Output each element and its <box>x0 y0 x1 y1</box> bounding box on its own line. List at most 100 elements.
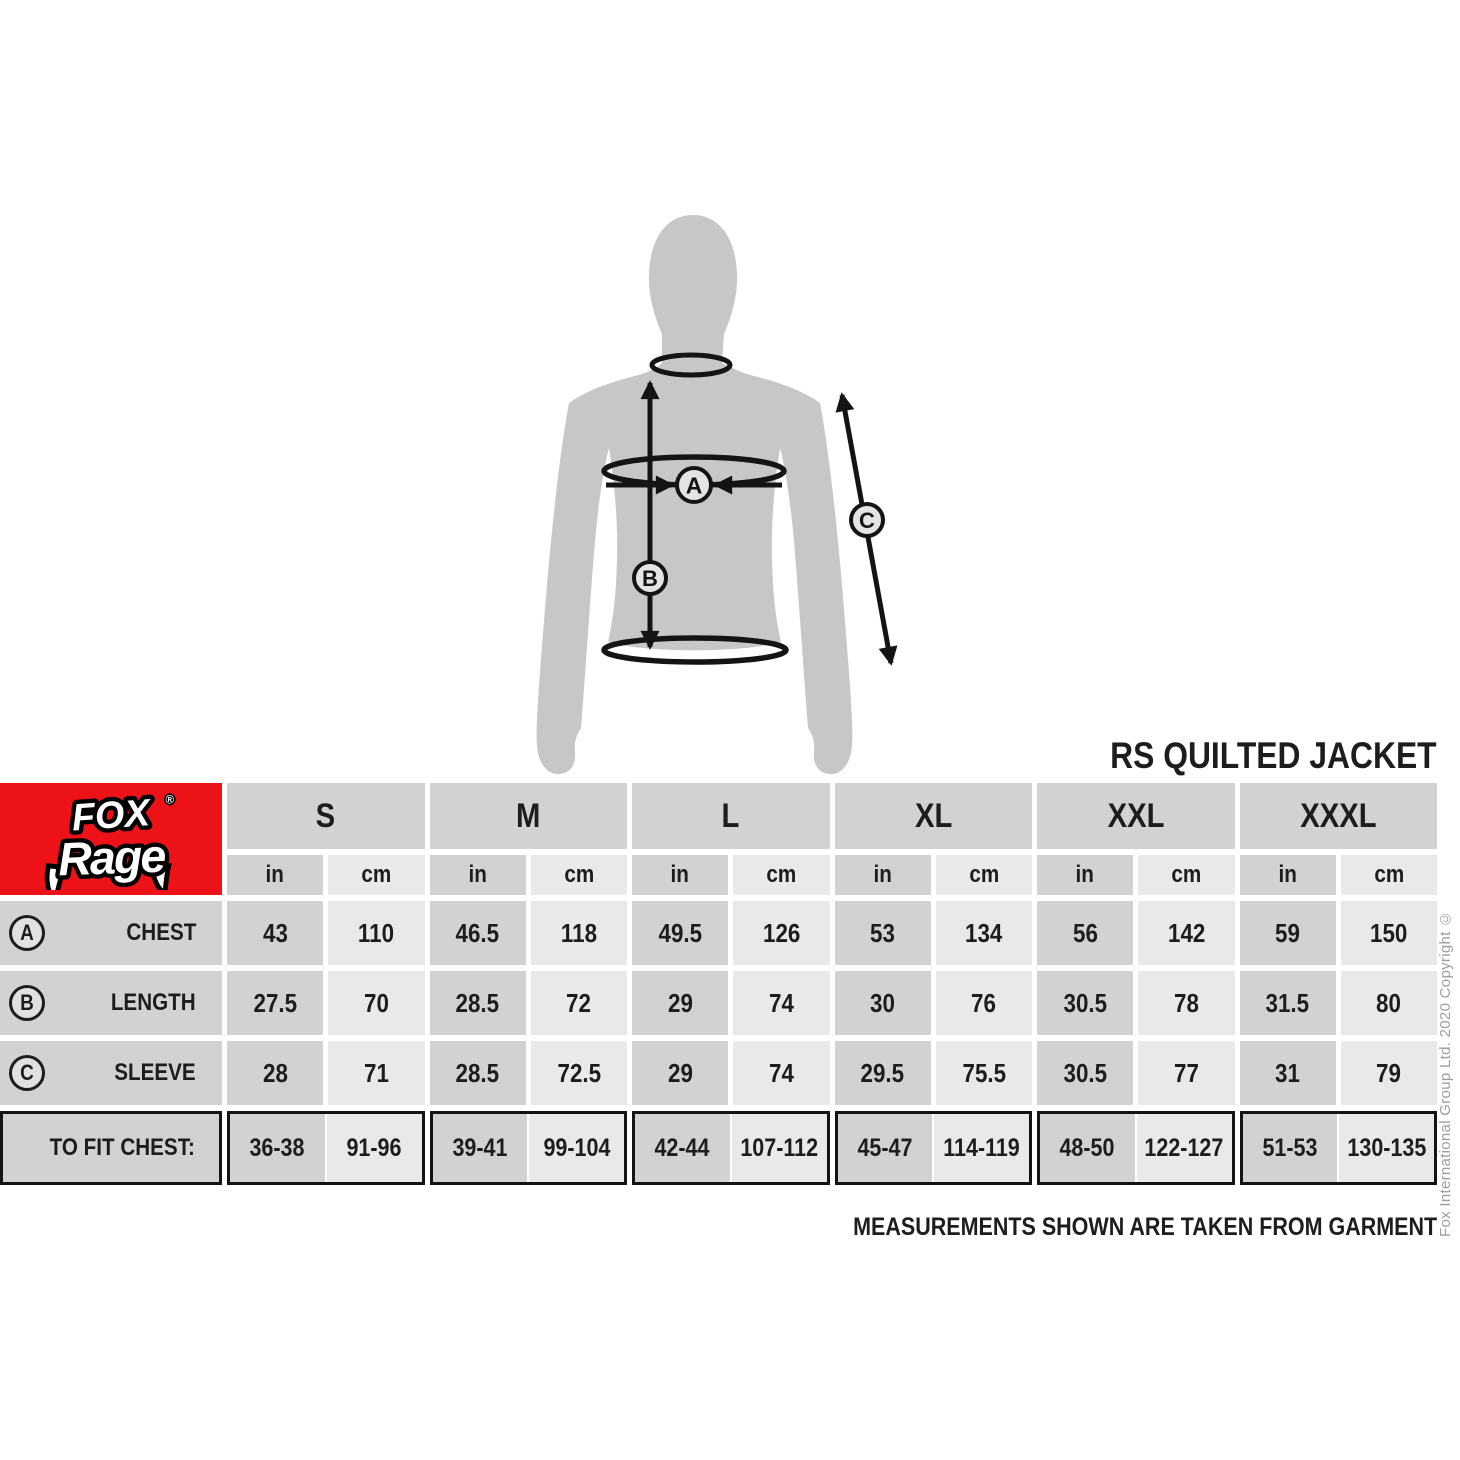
logo-rage-text: Rage <box>57 830 166 886</box>
page-title: RS QUILTED JACKET <box>1057 735 1437 777</box>
row-label-sleeve-text: SLEEVE <box>114 1059 196 1086</box>
fit-group-l: 42-44 107-112 <box>632 1111 830 1185</box>
value-text: 142 <box>1167 917 1206 948</box>
value-text: 27.5 <box>253 987 297 1018</box>
value-text: 99-104 <box>543 1133 611 1162</box>
measurements-note-text: MEASUREMENTS SHOWN ARE TAKEN FROM GARMEN… <box>852 1213 1437 1241</box>
logo-fang-right <box>147 863 172 890</box>
value-cell: 126 <box>733 901 830 965</box>
fit-cell: 51-53 <box>1242 1114 1338 1182</box>
unit-header: cm <box>1138 855 1235 895</box>
value-cell: 28.5 <box>429 1041 526 1105</box>
row-badge-a-letter: A <box>20 920 34 945</box>
unit-cm: cm <box>1373 861 1404 888</box>
value-cell: 150 <box>1340 901 1437 965</box>
fit-cell: 107-112 <box>731 1114 827 1182</box>
value-text: 74 <box>768 1057 794 1088</box>
size-header-xxl-label: XXL <box>1107 796 1165 835</box>
fit-cell: 122-127 <box>1136 1114 1232 1182</box>
value-text: 49.5 <box>658 917 702 948</box>
value-cell: 53 <box>834 901 931 965</box>
value-text: 56 <box>1072 917 1098 948</box>
value-text: 122-127 <box>1144 1133 1224 1162</box>
sleeve-badge-circle <box>849 502 885 538</box>
value-cell: 27.5 <box>227 971 324 1035</box>
row-label-sleeve: C SLEEVE <box>0 1041 222 1105</box>
logo-fox-text: FOX <box>70 792 153 840</box>
value-cell: 29.5 <box>834 1041 931 1105</box>
unit-in: in <box>1278 861 1297 888</box>
body-silhouette-svg: A B C <box>536 215 898 775</box>
size-header-l: L <box>632 783 830 849</box>
value-text: 107-112 <box>740 1133 818 1162</box>
value-text: 79 <box>1376 1057 1402 1088</box>
chest-badge-circle <box>675 466 713 504</box>
value-text: 78 <box>1173 987 1199 1018</box>
value-text: 114-119 <box>943 1133 1020 1162</box>
value-cell: 74 <box>733 971 830 1035</box>
logo-fang-left <box>44 863 67 890</box>
length-badge-circle <box>632 560 668 596</box>
value-text: 29 <box>667 987 693 1018</box>
fit-cell: 130-135 <box>1339 1114 1434 1182</box>
copyright-text: Fox International Group Ltd. 2020 Copyri… <box>1437 909 1454 1237</box>
fit-cell: 91-96 <box>326 1114 422 1182</box>
size-header-xxxl-label: XXXL <box>1300 796 1377 835</box>
row-label-chest: A CHEST <box>0 901 222 965</box>
unit-header: in <box>632 855 729 895</box>
value-text: 110 <box>358 917 395 948</box>
value-cell: 43 <box>227 901 324 965</box>
unit-header: in <box>834 855 931 895</box>
unit-header: cm <box>733 855 830 895</box>
value-cell: 134 <box>935 901 1032 965</box>
chest-badge-label: A <box>686 472 703 498</box>
value-cell: 30.5 <box>1037 1041 1134 1105</box>
row-badge-c-letter: C <box>20 1060 34 1085</box>
value-text: 76 <box>971 987 997 1018</box>
value-text: 28.5 <box>455 1057 500 1088</box>
fit-cell: 48-50 <box>1040 1114 1135 1182</box>
value-cell: 78 <box>1138 971 1235 1035</box>
value-text: 30.5 <box>1063 987 1107 1018</box>
row-badge-c: C <box>9 1055 45 1091</box>
row-label-length: B LENGTH <box>0 971 222 1035</box>
value-cell: 28 <box>227 1041 324 1105</box>
fit-cell: 99-104 <box>529 1114 624 1182</box>
fit-group-s: 36-38 91-96 <box>227 1111 425 1185</box>
fit-cell: 36-38 <box>230 1114 325 1182</box>
value-text: 28.5 <box>455 987 500 1018</box>
unit-header: cm <box>935 855 1032 895</box>
fit-row-label: TO FIT CHEST: <box>0 1111 222 1185</box>
value-text: 31 <box>1275 1057 1301 1088</box>
value-cell: 30.5 <box>1037 971 1134 1035</box>
sleeve-badge-label: C <box>859 508 875 533</box>
measurement-diagram: A B C <box>510 185 970 795</box>
value-cell: 77 <box>1138 1041 1235 1105</box>
row-badge-a: A <box>9 915 45 951</box>
value-cell: 118 <box>530 901 627 965</box>
value-text: 130-135 <box>1347 1133 1427 1162</box>
size-header-l-label: L <box>721 796 740 835</box>
fit-cell: 42-44 <box>635 1114 730 1182</box>
unit-in: in <box>670 861 690 888</box>
unit-cm: cm <box>1171 861 1202 888</box>
value-text: 80 <box>1376 987 1402 1018</box>
measurements-note: MEASUREMENTS SHOWN ARE TAKEN FROM GARMEN… <box>758 1213 1437 1242</box>
unit-header: in <box>429 855 526 895</box>
size-header-m-label: M <box>516 796 541 835</box>
row-badge-b-letter: B <box>20 990 34 1015</box>
size-header-m: M <box>429 783 627 849</box>
unit-cm: cm <box>563 861 594 888</box>
unit-header: cm <box>1340 855 1437 895</box>
fit-group-xl: 45-47 114-119 <box>834 1111 1032 1185</box>
unit-header: in <box>1239 855 1336 895</box>
value-text: 39-41 <box>452 1133 508 1162</box>
value-text: 46.5 <box>455 917 500 948</box>
value-text: 77 <box>1173 1057 1199 1088</box>
fox-rage-logo-svg: FOX ® Rage <box>44 788 176 890</box>
value-text: 91-96 <box>346 1133 402 1162</box>
fox-rage-logo: FOX ® Rage <box>0 783 222 895</box>
value-cell: 46.5 <box>429 901 526 965</box>
fit-cell: 39-41 <box>432 1114 528 1182</box>
value-cell: 56 <box>1037 901 1134 965</box>
